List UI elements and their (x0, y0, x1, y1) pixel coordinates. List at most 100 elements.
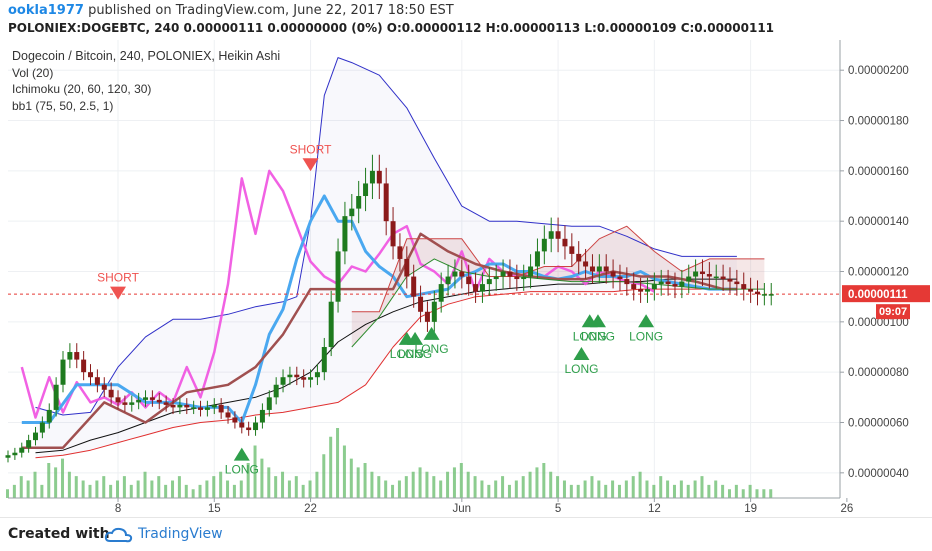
countdown-label: 09:07 (879, 306, 907, 318)
candle-body (431, 301, 437, 322)
candle-body (665, 281, 671, 285)
candle-body (486, 279, 492, 285)
volume-bar (74, 476, 78, 498)
price-tag-label: 0.00000111 (848, 289, 908, 301)
volume-bar (638, 471, 642, 498)
candle-body (191, 407, 197, 409)
volume-bar (741, 489, 745, 498)
volume-bar (631, 476, 635, 498)
volume-bar (287, 480, 291, 498)
long-signal-label: LONG (415, 342, 449, 356)
candle-body (287, 374, 293, 378)
volume-bar (521, 476, 525, 498)
volume-bar (617, 484, 621, 498)
volume-bar (308, 480, 312, 498)
candle-body (569, 246, 575, 254)
volume-bar (239, 480, 243, 498)
volume-bar (686, 484, 690, 498)
volume-bar (501, 476, 505, 498)
candle-body (294, 374, 300, 378)
volume-bar (535, 467, 539, 498)
candle-body (445, 276, 451, 285)
publish-line: ookla1977 published on TradingView.com, … (8, 3, 454, 18)
bb-fill (35, 57, 737, 458)
volume-bar (81, 480, 85, 498)
volume-bar (397, 480, 401, 498)
long-signal-label: LONG (564, 362, 598, 376)
candle-body (122, 402, 128, 405)
series-line-bb-lower (35, 288, 737, 459)
volume-bar (26, 480, 30, 498)
volume-bar (12, 484, 16, 498)
volume-bar (590, 476, 594, 498)
y-tick-label: 0.00000040 (848, 468, 909, 480)
volume-bar (439, 480, 443, 498)
candle-body (638, 289, 644, 292)
x-tick-label: 8 (115, 503, 121, 515)
volume-bar (748, 484, 752, 498)
volume-bar (611, 480, 615, 498)
volume-bar (528, 471, 532, 498)
x-tick-label: 22 (304, 503, 317, 515)
short-signal-arrow (110, 286, 127, 300)
candle-body (466, 276, 472, 285)
volume-bar (769, 489, 773, 498)
volume-bar (507, 484, 511, 498)
legend-ichimoku: Ichimoku (20, 60, 120, 30) (12, 82, 151, 96)
candle-body (225, 412, 231, 418)
volume-bar (542, 463, 546, 498)
candle-body (651, 284, 657, 290)
candle-body (156, 399, 162, 403)
candle-body (397, 246, 403, 259)
volume-bar (281, 471, 285, 498)
volume-bar (33, 471, 37, 498)
legend-vol: Vol (20) (12, 66, 53, 80)
candle-body (748, 289, 754, 292)
candle-body (335, 251, 341, 302)
volume-bar (301, 484, 305, 498)
created-with-label: Created with (8, 526, 110, 542)
candle-body (321, 347, 327, 373)
candle-body (232, 417, 238, 423)
candle-body (280, 377, 286, 385)
published-text: published on TradingView.com, June 22, 2… (88, 3, 454, 18)
candle-body (589, 266, 595, 272)
publisher-username[interactable]: ookla1977 (8, 3, 84, 18)
candle-body (603, 266, 609, 272)
volume-bar (418, 467, 422, 498)
volume-bar (679, 480, 683, 498)
candle-body (314, 372, 320, 378)
volume-bar (714, 480, 718, 498)
candle-body (631, 284, 637, 290)
volume-bar (556, 476, 560, 498)
candle-body (273, 384, 279, 398)
long-signal-arrow (638, 314, 655, 328)
legend-title: Dogecoin / Bitcoin, 240, POLONIEX, Heiki… (12, 49, 280, 63)
long-signal-label: LONG (581, 329, 615, 343)
short-signal-label: SHORT (97, 271, 139, 285)
volume-bar (480, 480, 484, 498)
footer: Created with TradingView (0, 517, 932, 551)
volume-bar (425, 471, 429, 498)
volume-bar (122, 476, 126, 498)
volume-bar (514, 480, 518, 498)
volume-bar (116, 480, 120, 498)
candle-body (149, 397, 155, 400)
volume-bar (294, 476, 298, 498)
volume-bar (700, 476, 704, 498)
candle-body (253, 422, 259, 431)
volume-bar (370, 471, 374, 498)
volume-bar (336, 428, 340, 498)
candle-body (706, 274, 712, 277)
volume-bar (645, 480, 649, 498)
volume-bar (494, 480, 498, 498)
volume-bar (755, 489, 759, 498)
candle-body (672, 284, 678, 287)
tradingview-brand[interactable]: TradingView (138, 526, 223, 542)
countdown-tag (876, 304, 910, 320)
candle-body (60, 359, 66, 385)
volume-bar (466, 471, 470, 498)
candle-body (81, 359, 87, 373)
long-signal-arrow (423, 326, 440, 340)
